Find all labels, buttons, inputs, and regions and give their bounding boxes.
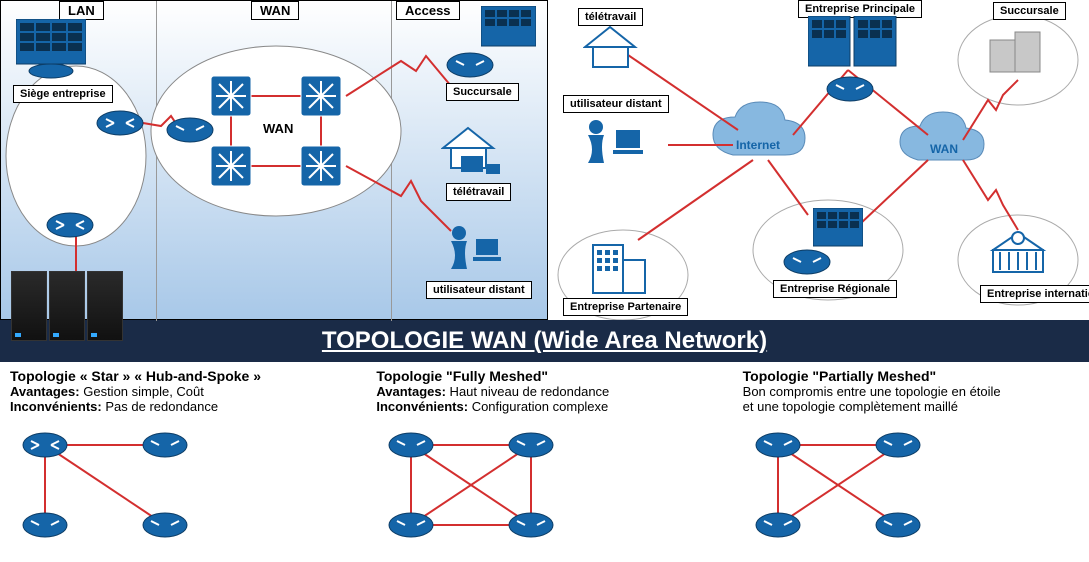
succursale-label: Succursale [446,83,519,101]
equipment-rack-icon [808,16,898,81]
router-icon [388,512,434,538]
utilisateur-label-r: utilisateur distant [563,95,669,113]
switch-icon [296,141,346,191]
wan-label-r: WAN [930,142,958,156]
top-diagrams: LAN WAN Access [0,0,1089,320]
left-wan-diagram: LAN WAN Access [0,0,548,320]
col-header-access: Access [396,1,460,20]
equipment-rack-icon [481,6,536,56]
building-icon [588,240,648,295]
router-icon [142,432,188,458]
dis-text: Configuration complexe [468,399,608,414]
col-header-wan: WAN [251,1,299,20]
house-icon [583,25,638,70]
partial-desc2: et une topologie complètement maillé [743,399,1079,414]
right-network-diagram: télétravail utilisateur distant Entrepri… [548,0,1089,320]
partial-desc1: Bon compromis entre une topologie en éto… [743,384,1079,399]
switch-icon [296,71,346,121]
full-diagram [376,420,576,550]
router-icon [22,512,68,538]
full-title: Topologie "Fully Meshed" [376,368,712,384]
adv-label: Avantages: [10,384,80,399]
router-icon [22,432,68,458]
switch-icon [206,71,256,121]
teletravail-label-r: télétravail [578,8,643,26]
computer-icon [461,156,501,181]
router-icon [96,109,144,137]
internationale-text: Entreprise internationale [987,288,1089,300]
router-icon [875,512,921,538]
equipment-rack-icon [813,208,863,253]
router-icon [388,432,434,458]
remote-user-icon [578,115,648,170]
succursale-label-r: Succursale [993,2,1066,20]
router-icon [826,75,874,103]
topology-star: Topologie « Star » « Hub-and-Spoke » Ava… [10,368,346,550]
equipment-rack-icon [16,19,86,79]
topology-full-mesh: Topologie "Fully Meshed" Avantages: Haut… [376,368,712,550]
internet-label: Internet [736,138,780,152]
topology-partial-mesh: Topologie "Partially Meshed" Bon comprom… [743,368,1079,550]
internationale-label: Entreprise internationale [980,285,1089,303]
adv-label: Avantages: [376,384,446,399]
router-icon [875,432,921,458]
server-rack-icon [11,271,125,346]
adv-text: Gestion simple, Coût [80,384,204,399]
dis-text: Pas de redondance [102,399,218,414]
router-icon [446,51,494,79]
siege-label: Siège entreprise [13,85,113,103]
topologies-section: Topologie « Star » « Hub-and-Spoke » Ava… [0,362,1089,556]
full-dis: Inconvénients: Configuration complexe [376,399,712,414]
title-bar: TOPOLOGIE WAN (Wide Area Network) [0,320,1089,362]
building-icon [988,30,1048,75]
remote-user-icon [441,221,506,276]
router-icon [46,211,94,239]
full-adv: Avantages: Haut niveau de redondance [376,384,712,399]
teletravail-label: télétravail [446,183,511,201]
divider [156,1,157,321]
star-diagram [10,420,210,550]
partial-diagram [743,420,943,550]
utilisateur-label: utilisateur distant [426,281,532,299]
main-title: TOPOLOGIE WAN (Wide Area Network) [322,327,767,355]
switch-icon [206,141,256,191]
router-icon [508,432,554,458]
star-title: Topologie « Star » « Hub-and-Spoke » [10,368,346,384]
dis-label: Inconvénients: [10,399,102,414]
router-icon [508,512,554,538]
regionale-label: Entreprise Régionale [773,280,897,298]
router-icon [755,512,801,538]
dis-label: Inconvénients: [376,399,468,414]
star-adv: Avantages: Gestion simple, Coût [10,384,346,399]
col-header-lan: LAN [59,1,104,20]
divider [391,1,392,321]
wan-center-label: WAN [263,121,293,136]
router-icon [755,432,801,458]
partenaire-label: Entreprise Partenaire [563,298,688,316]
router-icon [783,248,831,276]
adv-text: Haut niveau de redondance [446,384,609,399]
router-icon [142,512,188,538]
gov-building-icon [988,230,1048,275]
star-dis: Inconvénients: Pas de redondance [10,399,346,414]
partial-title: Topologie "Partially Meshed" [743,368,1079,384]
